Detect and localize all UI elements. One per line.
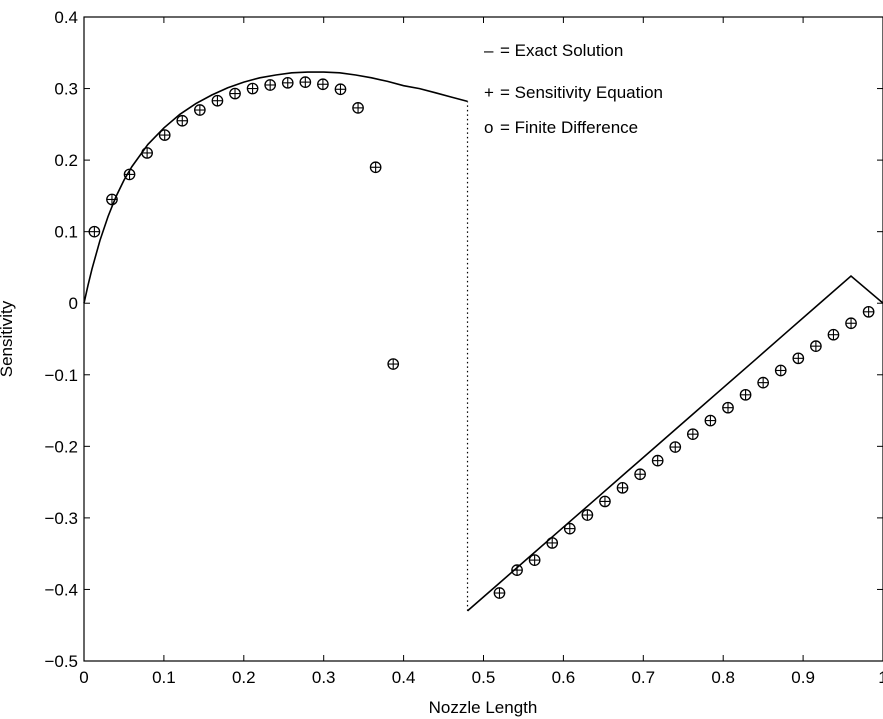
data-point-marker bbox=[211, 94, 224, 107]
data-point-marker bbox=[546, 537, 559, 549]
data-point-marker bbox=[264, 79, 277, 91]
data-point-marker bbox=[229, 87, 241, 100]
data-point-marker bbox=[281, 76, 294, 89]
data-point-marker bbox=[493, 587, 506, 599]
y-tick-label: 0.4 bbox=[54, 8, 78, 27]
data-point-marker bbox=[106, 193, 118, 206]
data-point-marker bbox=[634, 468, 646, 481]
legend: – = Exact Solution + = Sensitivity Equat… bbox=[484, 41, 663, 137]
data-point-marker bbox=[369, 161, 382, 174]
y-tick-label: 0.2 bbox=[54, 151, 78, 170]
x-tick-label: 0.5 bbox=[472, 668, 496, 687]
y-tick-label: 0.1 bbox=[54, 223, 78, 242]
y-axis-label: Sensitivity bbox=[0, 300, 16, 377]
data-point-marker bbox=[827, 328, 840, 341]
data-point-marker bbox=[141, 147, 153, 159]
legend-text-exact: = Exact Solution bbox=[500, 41, 623, 60]
legend-text-sensitivity: = Sensitivity Equation bbox=[500, 83, 663, 102]
x-tick-label: 0 bbox=[79, 668, 88, 687]
data-point-marker bbox=[246, 82, 259, 95]
data-point-marker bbox=[810, 340, 822, 353]
data-point-marker bbox=[528, 554, 541, 566]
x-tick-label: 0.1 bbox=[152, 668, 176, 687]
y-tick-label: −0.5 bbox=[44, 652, 78, 671]
x-tick-label: 0.2 bbox=[232, 668, 256, 687]
x-tick-label: 0.8 bbox=[711, 668, 735, 687]
data-point-marker bbox=[599, 495, 611, 508]
data-point-marker bbox=[757, 376, 770, 389]
data-point-marker bbox=[511, 564, 523, 576]
data-point-marker bbox=[722, 401, 734, 414]
y-tick-label: −0.1 bbox=[44, 366, 78, 385]
data-point-marker bbox=[194, 104, 206, 116]
data-point-marker bbox=[299, 76, 312, 88]
legend-marker-exact: – bbox=[484, 41, 494, 60]
data-point-marker bbox=[739, 388, 752, 401]
data-point-marker bbox=[774, 364, 787, 377]
exact-solution-line-segment bbox=[466, 274, 883, 612]
data-point-marker bbox=[158, 129, 171, 141]
y-tick-label: 0 bbox=[69, 294, 78, 313]
data-point-marker bbox=[123, 168, 136, 181]
data-point-marker bbox=[669, 441, 682, 453]
x-axis-label: Nozzle Length bbox=[429, 698, 538, 717]
data-point-marker bbox=[792, 352, 805, 365]
legend-marker-finite: o bbox=[484, 118, 493, 137]
y-tick-label: 0.3 bbox=[54, 80, 78, 99]
y-tick-label: −0.3 bbox=[44, 509, 78, 528]
legend-text-finite: = Finite Difference bbox=[500, 118, 638, 137]
data-point-marker bbox=[845, 317, 857, 330]
x-tick-label: 0.7 bbox=[631, 668, 655, 687]
data-point-marker bbox=[352, 102, 364, 114]
x-tick-label: 0.6 bbox=[552, 668, 576, 687]
data-point-marker bbox=[334, 83, 347, 96]
data-point-marker bbox=[317, 78, 329, 91]
series-lines bbox=[83, 71, 883, 612]
data-point-marker bbox=[704, 414, 717, 427]
x-tick-label: 0.9 bbox=[791, 668, 815, 687]
axis-ticks: 0 0.1 0.2 0.3 0.4 0.5 0.6 0.7 0.8 0.9 1 −0.5 −0.4 −0.… bbox=[44, 8, 883, 687]
data-point-marker bbox=[616, 481, 629, 494]
data-point-marker bbox=[581, 509, 594, 521]
data-point-marker bbox=[387, 358, 400, 370]
exact-solution-line-segment bbox=[83, 71, 468, 304]
data-point-marker bbox=[176, 114, 189, 127]
x-tick-label: 0.4 bbox=[392, 668, 416, 687]
y-tick-label: −0.4 bbox=[44, 580, 78, 599]
y-tick-label: −0.2 bbox=[44, 437, 78, 456]
data-point-marker bbox=[862, 305, 875, 318]
legend-marker-sensitivity: + bbox=[484, 83, 494, 102]
series-markers bbox=[88, 76, 875, 599]
data-point-marker bbox=[686, 428, 699, 441]
data-point-marker bbox=[563, 522, 576, 535]
x-tick-label: 0.3 bbox=[312, 668, 336, 687]
data-point-marker bbox=[651, 454, 664, 467]
x-tick-label: 1 bbox=[878, 668, 883, 687]
data-point-marker bbox=[88, 225, 101, 238]
